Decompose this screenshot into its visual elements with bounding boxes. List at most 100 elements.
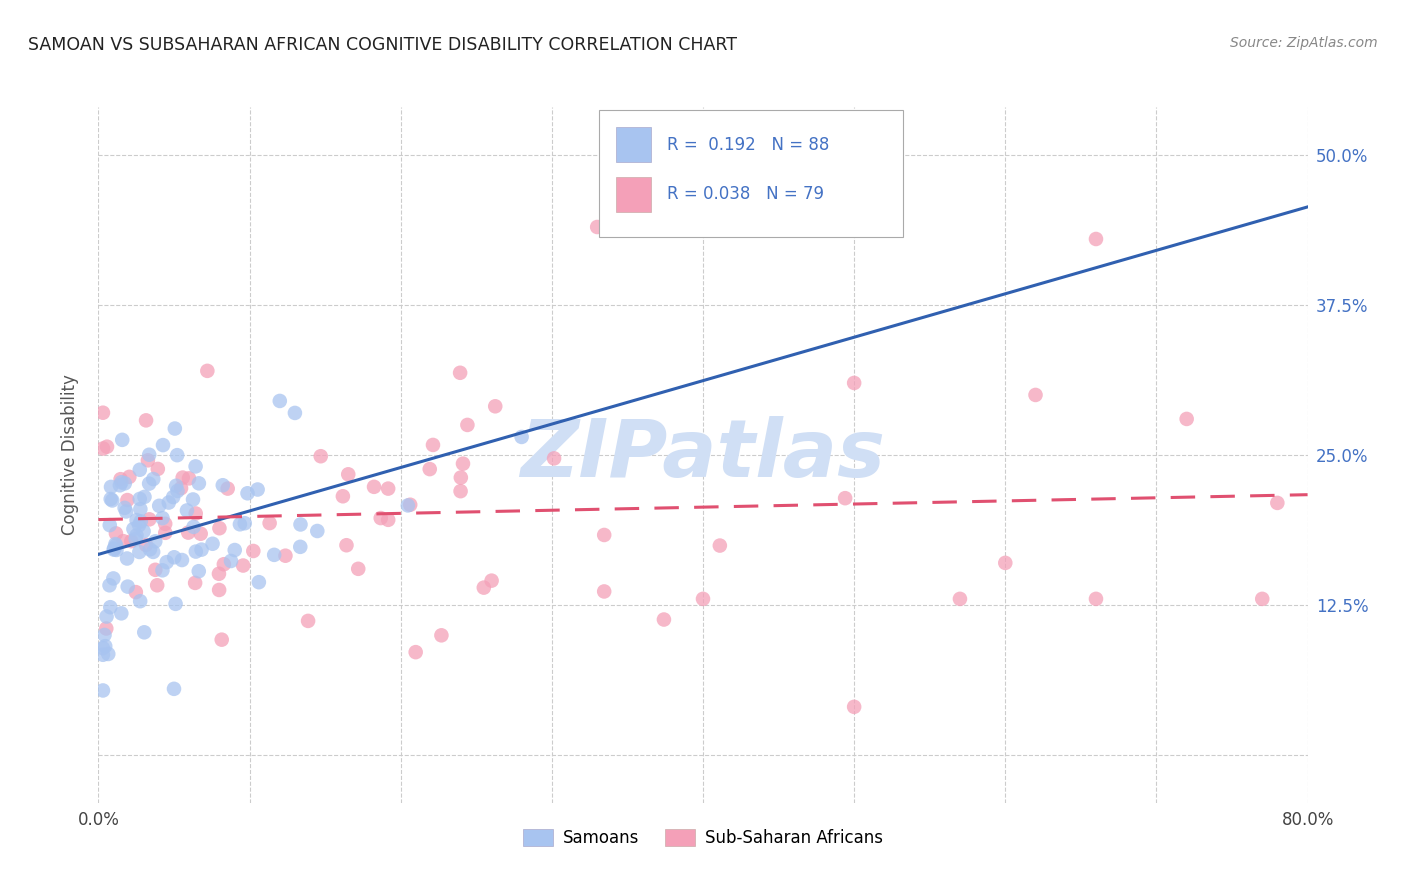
Point [138, 476, 160, 491]
Point [1267, 496, 1289, 510]
Point [347, 562, 370, 576]
Point [155, 525, 177, 540]
Point [236, 486, 259, 500]
Point [114, 500, 136, 515]
Point [297, 614, 319, 628]
Point [139, 542, 162, 557]
Point [1251, 591, 1274, 606]
Point [229, 517, 252, 532]
Point [125, 585, 148, 599]
Point [100, 480, 122, 494]
Point [157, 495, 180, 509]
Point [994, 556, 1017, 570]
Point [166, 483, 188, 498]
Point [377, 513, 399, 527]
Point [93, 628, 115, 642]
Point [242, 544, 264, 558]
Point [652, 613, 675, 627]
Point [370, 511, 392, 525]
Point [284, 406, 307, 420]
Point [98, 518, 121, 533]
Point [91, 406, 114, 420]
Point [211, 632, 233, 647]
Point [309, 449, 332, 463]
Text: ZIPatlas: ZIPatlas [520, 416, 886, 494]
Point [128, 463, 150, 477]
Point [138, 448, 160, 462]
Point [290, 540, 312, 554]
Point [190, 542, 212, 557]
Point [128, 518, 150, 533]
Point [132, 524, 155, 539]
Point [152, 563, 174, 577]
Point [115, 504, 138, 518]
Point [162, 490, 184, 504]
Point [103, 542, 125, 557]
Point [396, 499, 419, 513]
Point [844, 376, 866, 390]
Point [91, 641, 114, 656]
Text: Source: ZipAtlas.com: Source: ZipAtlas.com [1230, 36, 1378, 50]
Point [105, 543, 128, 558]
Point [114, 476, 136, 491]
Point [274, 549, 297, 563]
Point [183, 520, 205, 534]
Text: SAMOAN VS SUBSAHARAN AFRICAN COGNITIVE DISABILITY CORRELATION CHART: SAMOAN VS SUBSAHARAN AFRICAN COGNITIVE D… [28, 36, 737, 54]
Point [94, 639, 117, 653]
Point [91, 683, 114, 698]
Point [110, 475, 132, 490]
Text: R =  0.192   N = 88: R = 0.192 N = 88 [668, 136, 830, 153]
Point [246, 483, 269, 497]
Point [146, 578, 169, 592]
Point [177, 471, 200, 485]
Point [219, 554, 242, 568]
Point [135, 413, 157, 427]
Point [586, 219, 609, 234]
Point [335, 538, 357, 552]
Point [152, 438, 174, 452]
Point [104, 537, 127, 551]
Point [117, 580, 139, 594]
Point [1175, 412, 1198, 426]
Point [834, 491, 856, 505]
Point [405, 645, 427, 659]
Point [232, 558, 254, 573]
Point [363, 480, 385, 494]
Point [134, 625, 156, 640]
Point [184, 459, 207, 474]
Point [105, 539, 128, 553]
Point [430, 628, 453, 642]
Point [170, 481, 193, 495]
Point [165, 479, 187, 493]
Point [709, 539, 731, 553]
Point [259, 516, 281, 530]
Point [143, 563, 166, 577]
Point [108, 478, 131, 492]
Point [118, 470, 141, 484]
Point [96, 622, 118, 636]
Point [451, 457, 474, 471]
Point [419, 462, 441, 476]
Point [91, 442, 114, 456]
Point [120, 534, 142, 549]
Point [112, 534, 135, 549]
Point [103, 571, 125, 585]
Point [96, 440, 118, 454]
Point [593, 528, 616, 542]
Point [125, 528, 148, 542]
Point [692, 591, 714, 606]
Point [152, 511, 174, 525]
Point [142, 472, 165, 486]
Point [217, 482, 239, 496]
Point [187, 564, 209, 578]
Point [110, 607, 132, 621]
Point [422, 438, 444, 452]
Point [170, 553, 193, 567]
Point [117, 493, 139, 508]
Point [1085, 232, 1108, 246]
Point [208, 582, 231, 597]
Point [110, 472, 132, 486]
Point [142, 545, 165, 559]
Point [135, 538, 157, 552]
Point [201, 537, 224, 551]
